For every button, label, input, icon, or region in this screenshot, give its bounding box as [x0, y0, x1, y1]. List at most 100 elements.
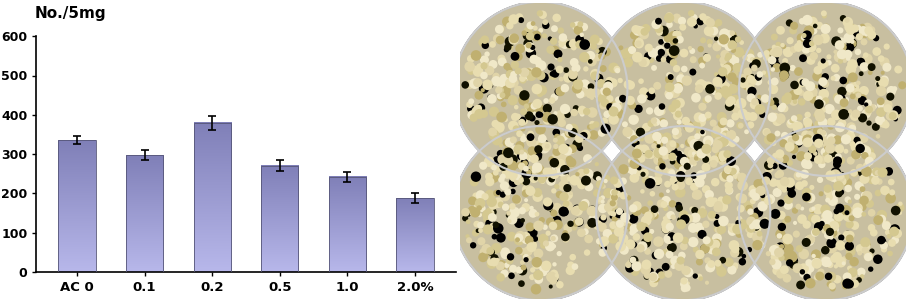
Point — [714, 198, 729, 203]
Point — [812, 108, 826, 113]
Point — [545, 72, 559, 76]
Point — [485, 199, 499, 204]
Point — [494, 202, 508, 207]
Point — [820, 213, 834, 218]
Point — [769, 262, 783, 267]
Point — [661, 73, 676, 78]
Point — [845, 269, 860, 274]
Point — [558, 39, 572, 44]
Point — [783, 121, 798, 126]
Point — [572, 136, 587, 141]
Point — [458, 216, 473, 221]
Point — [775, 43, 790, 48]
Point — [558, 175, 572, 180]
Point — [758, 217, 773, 222]
Point — [537, 266, 552, 271]
Point — [854, 168, 868, 173]
Point — [757, 70, 772, 75]
Point — [489, 74, 504, 79]
Point — [824, 173, 838, 178]
Point — [857, 64, 872, 69]
Point — [825, 286, 840, 291]
Point — [496, 162, 511, 167]
Point — [778, 59, 793, 63]
Point — [588, 37, 602, 42]
Point — [548, 71, 562, 76]
Point — [623, 98, 638, 103]
Point — [524, 73, 538, 78]
Point — [784, 191, 799, 196]
Point — [824, 136, 839, 141]
Point — [834, 158, 848, 163]
Point — [538, 20, 553, 24]
Point — [818, 74, 833, 79]
Point — [752, 107, 767, 112]
Point — [523, 154, 537, 159]
Point — [542, 170, 557, 175]
Point — [852, 58, 866, 63]
Point — [486, 175, 501, 180]
Point — [566, 130, 580, 135]
Point — [877, 188, 892, 193]
Point — [824, 235, 838, 240]
Point — [715, 157, 730, 162]
Point — [687, 173, 701, 178]
Point — [772, 250, 786, 255]
Point — [745, 78, 760, 83]
Point — [818, 228, 833, 233]
Point — [719, 84, 733, 89]
Point — [722, 188, 736, 192]
Point — [762, 98, 776, 103]
Point — [823, 146, 837, 151]
Point — [572, 219, 587, 224]
Point — [893, 205, 907, 210]
Point — [660, 37, 675, 42]
Point — [774, 244, 789, 249]
Point — [808, 85, 823, 89]
Point — [530, 101, 545, 106]
Point — [701, 115, 715, 120]
Point — [517, 109, 531, 114]
Point — [814, 191, 828, 196]
Point — [836, 78, 851, 83]
Point — [887, 86, 902, 91]
Point — [725, 164, 740, 169]
Point — [669, 102, 683, 107]
Point — [632, 130, 647, 134]
Point — [654, 161, 669, 166]
Point — [724, 98, 739, 103]
Point — [878, 122, 893, 127]
Point — [581, 236, 596, 241]
Point — [486, 130, 500, 134]
Point — [589, 191, 604, 195]
Point — [686, 70, 701, 75]
Point — [865, 210, 879, 215]
Point — [509, 127, 524, 131]
Point — [715, 87, 730, 92]
Point — [814, 223, 828, 227]
Point — [540, 200, 555, 204]
Point — [804, 185, 819, 190]
Point — [562, 125, 577, 130]
Point — [732, 123, 747, 128]
Point — [636, 172, 650, 177]
Point — [795, 56, 810, 61]
Point — [695, 63, 710, 68]
Point — [874, 99, 888, 104]
Point — [610, 68, 625, 73]
Point — [623, 83, 638, 88]
Point — [705, 247, 720, 252]
Point — [711, 261, 725, 266]
Point — [614, 45, 629, 50]
Point — [491, 127, 506, 132]
Point — [783, 160, 797, 165]
Point — [566, 255, 580, 260]
Point — [555, 120, 569, 125]
Point — [833, 206, 847, 210]
Point — [824, 233, 839, 238]
Point — [543, 244, 558, 249]
Point — [547, 39, 561, 43]
Point — [656, 148, 670, 153]
Point — [718, 52, 732, 57]
Point — [777, 72, 792, 77]
